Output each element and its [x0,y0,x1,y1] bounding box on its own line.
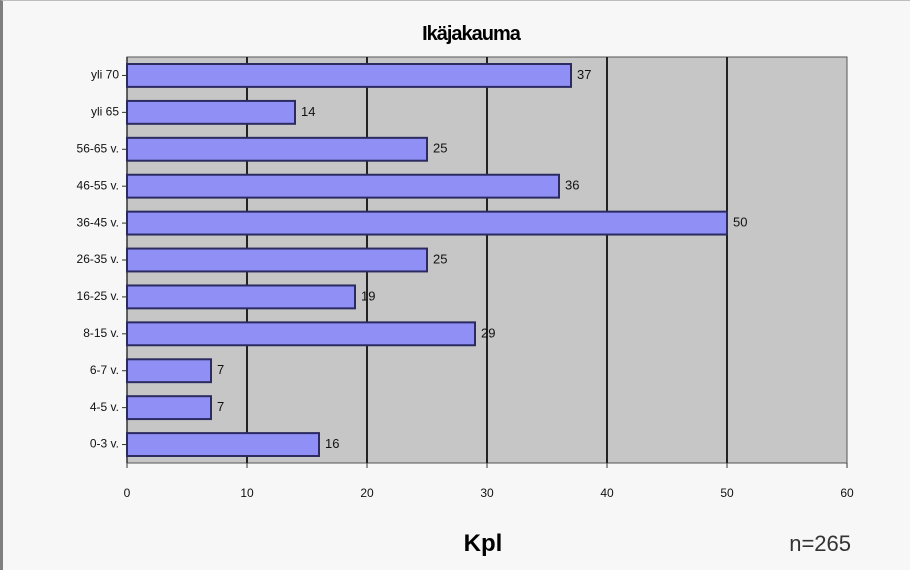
y-tick-label: 6-7 v. [90,363,119,377]
x-tick-label: 30 [480,486,494,500]
data-label: 19 [361,288,375,303]
data-label: 7 [217,362,224,377]
y-tick-label: 36-45 v. [77,215,119,229]
x-axis-label: Kpl [464,530,503,557]
data-label: 29 [481,325,495,340]
bar-chart: Ikäjakauma 37 14 25 36 50 25 19 29 7 7 16 yli 70 yl… [77,23,854,557]
y-tick-label: 26-35 v. [77,252,119,266]
y-tick-label: 4-5 v. [90,400,119,414]
x-tick-label: 40 [600,486,614,500]
y-tick-label: 0-3 v. [90,437,119,451]
data-label: 25 [433,141,447,156]
data-label: 37 [577,67,591,82]
bar [126,358,212,384]
bar [126,432,320,457]
x-tick-label: 20 [360,486,374,500]
x-tick-label: 10 [240,486,254,500]
bar [126,136,428,162]
y-tick-label: 46-55 v. [77,178,119,192]
bar [126,247,428,273]
data-label: 7 [217,399,224,414]
sample-size-note: n=265 [789,531,851,556]
data-label: 36 [565,178,579,193]
data-label: 14 [301,104,315,119]
x-tick-label: 50 [720,486,734,500]
bar [126,173,560,199]
data-label: 25 [433,251,447,266]
x-tick-label: 60 [840,486,854,500]
y-tick-label: 16-25 v. [77,289,119,303]
y-tick-label: yli 70 [91,68,119,82]
bar [126,321,476,347]
y-tick-label: yli 65 [91,105,119,119]
bar [126,99,296,125]
x-tick-label: 0 [124,486,131,500]
bar [126,395,212,421]
data-label: 50 [733,215,747,230]
bar [126,284,356,310]
y-tick-label: 8-15 v. [83,326,119,340]
y-tick-label: 56-65 v. [77,141,119,155]
data-label: 16 [325,436,339,451]
bar [126,63,572,88]
chart-title: Ikäjakauma [422,23,522,45]
bar [126,210,728,236]
